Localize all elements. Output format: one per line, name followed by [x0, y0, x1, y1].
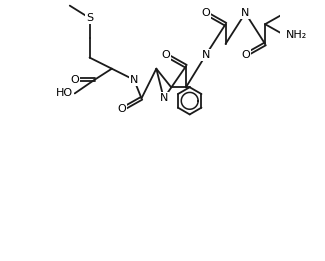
Text: O: O — [202, 8, 210, 18]
Text: O: O — [117, 104, 126, 115]
Text: O: O — [70, 75, 79, 85]
Text: N: N — [202, 50, 210, 60]
Text: NH₂: NH₂ — [286, 30, 307, 40]
Text: O: O — [241, 50, 250, 60]
Text: HO: HO — [56, 88, 73, 98]
Text: N: N — [160, 93, 168, 103]
Text: N: N — [241, 8, 250, 18]
Text: N: N — [130, 75, 138, 85]
Text: O: O — [162, 50, 171, 60]
Text: S: S — [86, 13, 93, 23]
